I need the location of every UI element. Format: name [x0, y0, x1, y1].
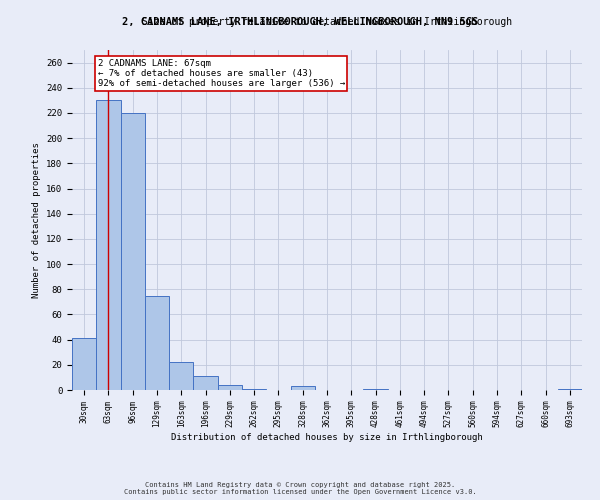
Bar [96, 100, 121, 390]
Bar [290, 386, 315, 390]
Bar [121, 113, 145, 390]
Text: Contains HM Land Registry data © Crown copyright and database right 2025.
Contai: Contains HM Land Registry data © Crown c… [124, 482, 476, 495]
Bar [364, 388, 388, 390]
Bar [145, 296, 169, 390]
Bar [218, 385, 242, 390]
Title: Size of property relative to detached houses in Irthlingborough: Size of property relative to detached ho… [142, 17, 512, 27]
Bar [169, 362, 193, 390]
Bar [558, 388, 582, 390]
Bar [193, 376, 218, 390]
Text: 2 CADNAMS LANE: 67sqm
← 7% of detached houses are smaller (43)
92% of semi-detac: 2 CADNAMS LANE: 67sqm ← 7% of detached h… [97, 58, 345, 88]
Bar [242, 388, 266, 390]
X-axis label: Distribution of detached houses by size in Irthlingborough: Distribution of detached houses by size … [171, 433, 483, 442]
Y-axis label: Number of detached properties: Number of detached properties [32, 142, 41, 298]
Bar [72, 338, 96, 390]
Text: 2, CADNAMS LANE, IRTHLINGBOROUGH, WELLINGBOROUGH, NN9 5GS: 2, CADNAMS LANE, IRTHLINGBOROUGH, WELLIN… [122, 18, 478, 28]
